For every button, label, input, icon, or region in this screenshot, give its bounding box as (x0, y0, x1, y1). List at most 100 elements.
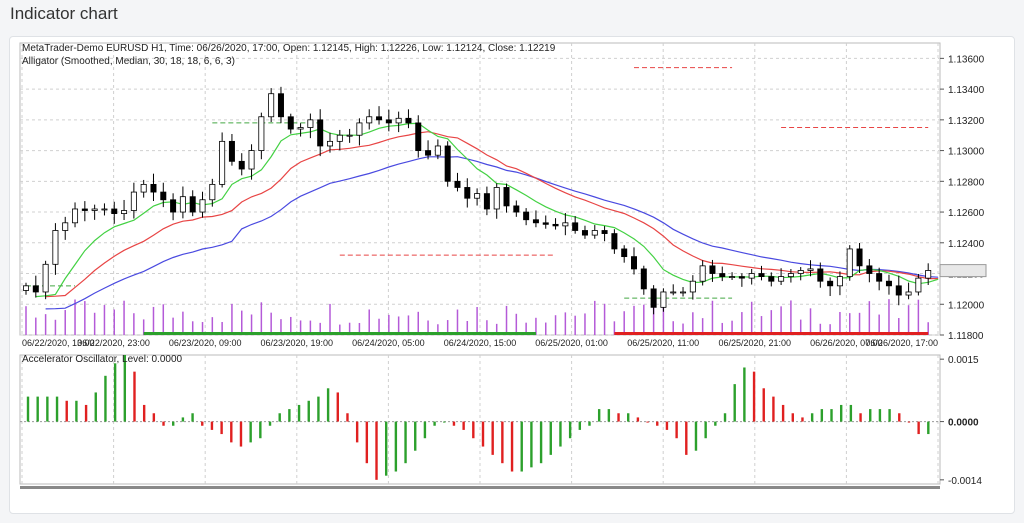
ao-bar-down (201, 421, 204, 426)
ao-bar-down (491, 421, 494, 455)
ao-bar-up (888, 409, 891, 422)
candle-up (836, 276, 843, 287)
x-tick-label: 06/23/2020, 09:00 (169, 338, 242, 348)
candle-down (189, 196, 196, 213)
main-chart-header: MetaTrader-Demo EURUSD H1, Time: 06/26/2… (22, 43, 556, 54)
candle-down (170, 199, 177, 213)
candle-down (32, 285, 39, 293)
ao-bar-up (26, 396, 30, 422)
alligator-jaw-line (45, 156, 939, 310)
y-tick-label: 1.11800 (948, 331, 984, 342)
alligator-lips-line (35, 122, 939, 298)
ao-bar-down (210, 421, 214, 430)
ao-bar-up (36, 396, 39, 422)
ao-bar-up (433, 421, 436, 426)
ao-bar-up (249, 421, 252, 443)
ao-bar-up (849, 404, 853, 422)
x-tick-label: 06/24/2020, 05:00 (352, 338, 425, 348)
candle-down (376, 116, 383, 121)
ao-bar-up (191, 413, 194, 422)
ao-bar-up (830, 409, 833, 422)
candle-up (778, 276, 785, 282)
ao-bar-up (326, 388, 330, 422)
candle-down (513, 205, 520, 213)
ao-bar-up (607, 409, 611, 422)
candle-down (758, 273, 765, 278)
candle-down (719, 273, 726, 278)
ao-bar-up (75, 400, 78, 422)
ao-bar-down (636, 417, 640, 422)
ao-bar-down (675, 421, 678, 439)
candle-up (787, 273, 794, 278)
page-title: Indicator chart (10, 4, 118, 23)
candle-up (336, 134, 343, 142)
ao-bar-up (307, 400, 310, 422)
candle-up (297, 127, 304, 130)
candle-up (699, 265, 706, 282)
ao-bar-up (443, 421, 446, 423)
ao-bar-up (259, 421, 262, 439)
candle-down (817, 268, 824, 282)
candle-up (846, 248, 853, 278)
ao-bar-down (917, 421, 920, 435)
ao-bar-down (617, 413, 620, 422)
ao-bar-up (297, 404, 301, 422)
candle-down (856, 248, 863, 267)
y-tick-label: 1.13600 (948, 54, 985, 65)
candle-up (356, 122, 363, 136)
candle-down (287, 116, 294, 130)
x-tick-label: 06/23/2020, 19:00 (261, 338, 334, 348)
y-tick-label: 1.13400 (948, 85, 985, 96)
x-tick-label: 06/22/2020, 13:00 (22, 338, 95, 348)
ao-bar-down (781, 404, 785, 422)
ao-bar-down (510, 421, 514, 472)
ao-bar-up (559, 421, 562, 447)
candle-up (660, 291, 667, 308)
ao-bar-down (220, 421, 223, 435)
candle-down (640, 268, 647, 290)
candle-down (523, 211, 530, 221)
candle-up (52, 230, 59, 265)
ao-bar-down (665, 421, 669, 430)
candle-up (434, 145, 441, 156)
ao-bar-down (685, 421, 688, 455)
candle-down (405, 117, 412, 124)
ao-bar-up (288, 409, 291, 422)
ao-bar-down (472, 421, 475, 439)
ao-bar-down (142, 404, 146, 422)
ao-bar-up (123, 355, 127, 422)
candle-down (464, 187, 471, 199)
ao-bar-down (859, 413, 862, 422)
ao-bar-up (394, 421, 398, 472)
candle-up (748, 273, 755, 279)
candle-down (238, 160, 245, 170)
candle-up (209, 183, 216, 201)
candle-down (611, 233, 618, 250)
ao-bar-down (230, 421, 233, 443)
candle-down (277, 93, 284, 118)
ao-bar-down (133, 371, 136, 422)
ao-bar-up (172, 421, 175, 426)
ao-label: Accelerator Oscillator, Level: 0.0000 (22, 354, 183, 365)
candle-up (22, 285, 29, 291)
ao-bar-down (365, 421, 369, 464)
ao-bar-up (113, 363, 117, 422)
indicator-chart[interactable]: 1.13600 1.13400 1.13200 1.13000 1.12800 1.126… (10, 37, 1016, 515)
ao-bar-up (268, 421, 272, 426)
x-tick-label: 06/25/2020, 21:00 (719, 338, 792, 348)
ao-bar-up (404, 421, 407, 464)
ao-bar-up (927, 421, 930, 435)
ao-bar-up (278, 413, 281, 422)
ao-bar-up (869, 409, 872, 422)
candle-down (885, 280, 892, 287)
candle-up (258, 116, 265, 151)
candle-up (680, 291, 687, 294)
candle-up (562, 222, 569, 227)
ao-bar-down (462, 421, 465, 430)
ao-bar-up (94, 392, 97, 422)
x-tick-label: 06/24/2020, 15:00 (444, 338, 517, 348)
ao-bar-up (627, 413, 630, 422)
ao-bar-down (772, 396, 775, 422)
ao-bar-down (375, 421, 378, 480)
candle-down (581, 230, 588, 236)
